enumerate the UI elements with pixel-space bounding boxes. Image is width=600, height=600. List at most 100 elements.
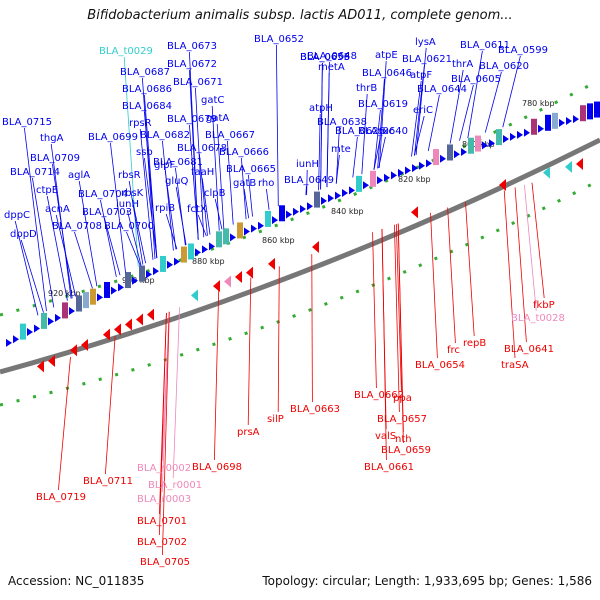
forward-gene-label: atpH: [309, 103, 333, 114]
page-title: Bifidobacterium animalis subsp. lactis A…: [87, 8, 513, 23]
forward-leader-line: [189, 124, 199, 240]
forward-leader-line: [55, 214, 77, 297]
reverse-gene-arrow: [499, 179, 506, 192]
accession-label: Accession: NC_011835: [8, 574, 145, 588]
forward-gene-arrow: [461, 147, 467, 156]
forward-feature-block: [83, 292, 89, 309]
forward-feature-block: [545, 114, 551, 131]
reverse-gene-label: BLA_r0002: [137, 463, 191, 474]
forward-gene-arrow: [510, 132, 516, 141]
forward-gene-label: rpiB: [155, 203, 175, 214]
forward-gene-arrow: [146, 270, 152, 279]
forward-leader-line: [214, 198, 223, 230]
forward-leader-line: [211, 105, 220, 231]
forward-gene-arrow: [573, 115, 579, 124]
forward-leader-line: [14, 220, 39, 316]
forward-feature-block: [531, 118, 537, 135]
forward-feature-block: [62, 302, 68, 319]
forward-feature-block: [181, 246, 187, 263]
forward-gene-arrow: [440, 154, 446, 163]
forward-gene-arrow: [328, 194, 334, 203]
forward-feature-block: [552, 112, 558, 129]
forward-gene-label: BLA_0626: [335, 126, 385, 137]
reverse-gene-label: BLA_0659: [381, 445, 431, 456]
forward-leader-line: [248, 174, 253, 217]
forward-leader-line: [502, 55, 521, 128]
forward-leader-line: [123, 56, 139, 267]
forward-gene-label: rpsR: [129, 118, 152, 129]
reverse-leader-line: [531, 182, 545, 299]
forward-leader-line: [164, 170, 177, 250]
reverse-gene-arrow: [576, 158, 583, 171]
forward-leader-line: [361, 93, 368, 175]
forward-feature-block: [20, 323, 26, 340]
tick-label: 900 kbp: [122, 276, 155, 285]
forward-gene-arrow: [97, 293, 103, 302]
forward-gene-label: acnA: [45, 204, 70, 215]
reverse-leader-line: [503, 190, 516, 359]
forward-gene-label: eriC: [413, 105, 433, 116]
forward-gene-arrow: [230, 233, 236, 242]
reverse-gene-label: BLA_0702: [137, 537, 187, 548]
forward-feature-block: [90, 288, 96, 305]
forward-gene-label: BLA_0640: [358, 126, 408, 137]
reverse-gene-arrow: [268, 257, 275, 270]
reverse-gene-arrow: [70, 344, 77, 357]
forward-gene-label: BLA_0619: [358, 99, 408, 110]
forward-feature-block: [237, 222, 243, 239]
forward-gene-arrow: [69, 306, 75, 315]
forward-gene-label: ssb: [136, 147, 153, 158]
reverse-gene-label: BLA_0657: [377, 414, 427, 425]
reverse-leader-line: [381, 228, 387, 461]
forward-leader-line: [131, 198, 147, 264]
reverse-gene-label: BLA_0701: [137, 516, 187, 527]
forward-gene-arrow: [482, 141, 488, 150]
reverse-leader-line: [277, 266, 280, 413]
forward-leader-line: [449, 69, 464, 144]
forward-gene-label: dppD: [10, 229, 37, 240]
forward-gene-arrow: [27, 328, 33, 337]
forward-leader-line: [378, 136, 386, 169]
forward-leader-line: [243, 188, 250, 219]
reverse-gene-label: BLA_r0001: [148, 480, 202, 491]
forward-gene-label: BLA_0704: [78, 189, 128, 200]
forward-feature-block: [188, 243, 194, 260]
reverse-leader-line: [247, 277, 252, 426]
forward-gene-arrow: [559, 118, 565, 127]
forward-leader-line: [195, 87, 205, 238]
forward-gene-label: BLA_0666: [219, 147, 269, 158]
forward-gene-label: BLA_t0029: [99, 46, 153, 57]
forward-leader-line: [52, 163, 73, 299]
forward-leader-line: [20, 239, 44, 313]
forward-leader-line: [276, 44, 279, 207]
reverse-leader-line: [161, 311, 170, 493]
tick-label: 860 kbp: [262, 236, 295, 245]
forward-gene-label: ctpE: [36, 185, 58, 196]
forward-feature-block: [265, 210, 271, 227]
forward-gene-label: BLA_0621: [402, 54, 452, 65]
forward-leader-line: [126, 231, 141, 266]
reverse-gene-arrow: [103, 328, 110, 341]
forward-gene-label: faaH: [191, 167, 214, 178]
forward-feature-block: [496, 129, 502, 146]
tick-label: 820 kbp: [398, 175, 431, 184]
forward-gene-arrow: [377, 176, 383, 185]
forward-leader-line: [24, 127, 47, 312]
forward-gene-label: BLA_0656: [300, 52, 350, 63]
forward-leader-line: [467, 50, 483, 139]
forward-leader-line: [241, 157, 247, 220]
forward-leader-line: [128, 180, 144, 265]
forward-gene-label: BLA_0715: [2, 117, 52, 128]
forward-gene-label: BLA_0682: [140, 130, 190, 141]
forward-gene-label: gatC: [201, 95, 224, 106]
reverse-leader-line: [58, 357, 71, 491]
reverse-gene-label: BLA_0698: [192, 462, 242, 473]
forward-leader-line: [459, 84, 474, 141]
reverse-leader-line: [430, 212, 438, 359]
forward-gene-label: BLA_0684: [122, 101, 172, 112]
forward-gene-arrow: [489, 139, 495, 148]
genome-summary: Topology: circular; Length: 1,933,695 bp…: [262, 574, 592, 588]
reverse-gene-arrow: [312, 240, 319, 253]
forward-gene-label: BLA_0667: [205, 130, 255, 141]
reverse-gene-arrow: [147, 308, 154, 321]
